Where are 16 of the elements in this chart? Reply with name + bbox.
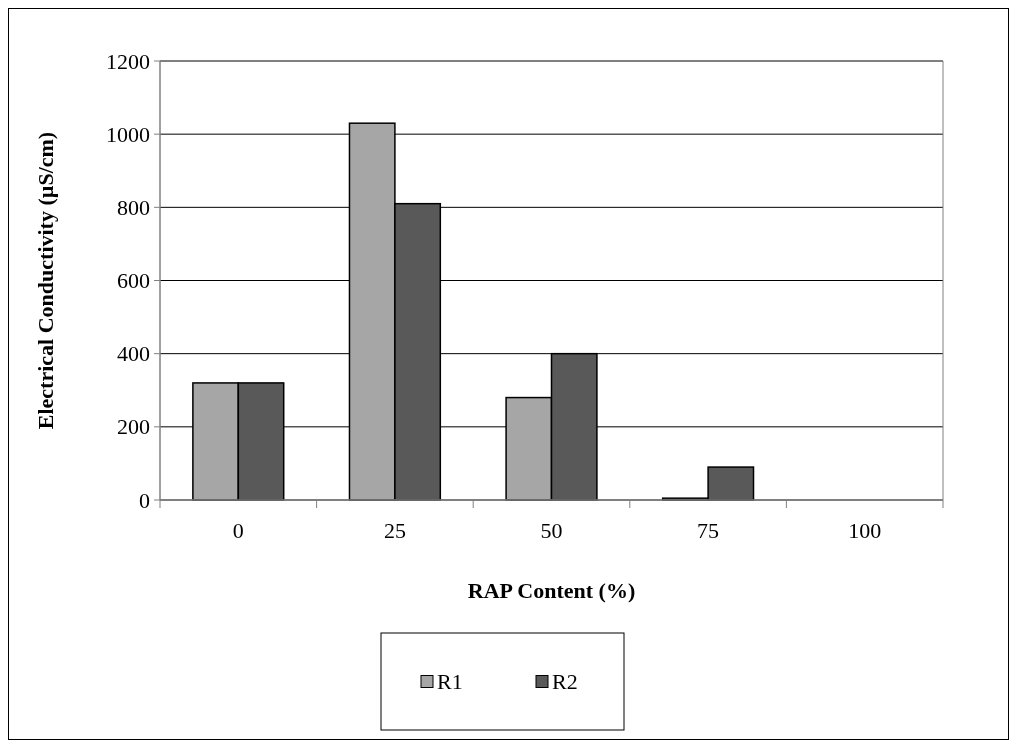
x-tick-label: 25	[383, 517, 406, 543]
y-axis-title: Electrical Conductivity (µS/cm)	[33, 131, 58, 430]
x-tick-label: 0	[232, 517, 244, 543]
x-tick-label: 100	[848, 517, 882, 543]
y-tick-label: 400	[117, 341, 150, 367]
x-axis-title: RAP Content (%)	[467, 578, 636, 603]
y-tick-label: 600	[117, 268, 150, 293]
x-tick-label: 50	[540, 517, 563, 543]
y-tick-label: 1200	[106, 48, 150, 74]
y-tick-label: 200	[117, 414, 150, 440]
legend-label: R2	[552, 669, 578, 694]
y-tick-label: 800	[117, 194, 150, 220]
y-tick-label: 1000	[106, 121, 150, 147]
y-tick-label: 0	[139, 487, 150, 513]
legend-label: R1	[437, 669, 463, 694]
x-tick-label: 75	[697, 517, 720, 543]
